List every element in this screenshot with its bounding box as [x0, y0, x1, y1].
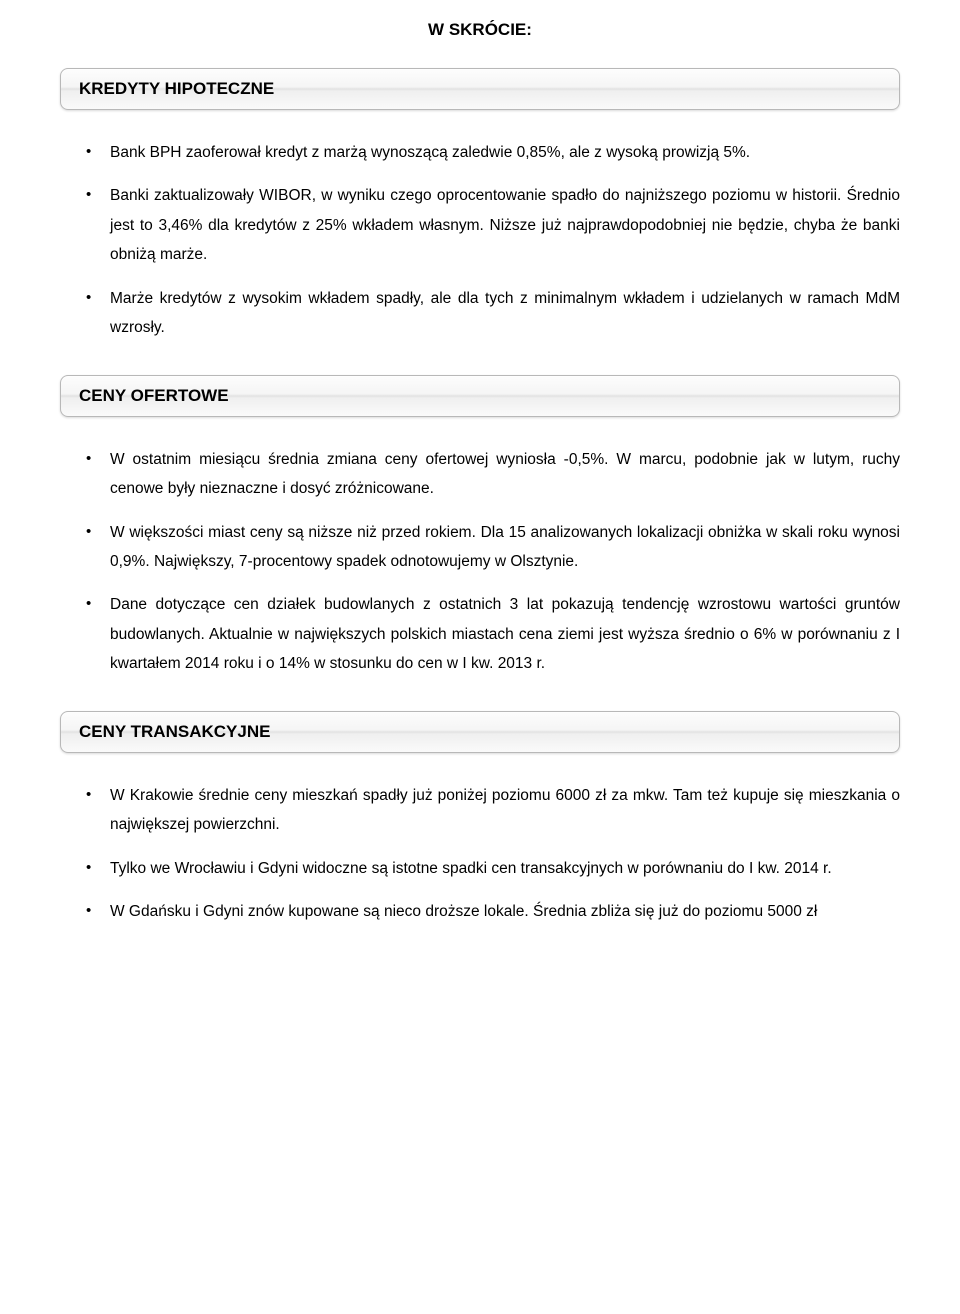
- page-title: W SKRÓCIE:: [60, 20, 900, 40]
- list-item: Bank BPH zaoferował kredyt z marżą wynos…: [110, 138, 900, 167]
- bullet-list-kredyty: Bank BPH zaoferował kredyt z marżą wynos…: [60, 138, 900, 343]
- section-header-ceny-transakcyjne: CENY TRANSAKCYJNE: [60, 711, 900, 753]
- bullet-list-ceny-ofertowe: W ostatnim miesiącu średnia zmiana ceny …: [60, 445, 900, 679]
- section-header-kredyty: KREDYTY HIPOTECZNE: [60, 68, 900, 110]
- list-item: W Gdańsku i Gdyni znów kupowane są nieco…: [110, 897, 900, 926]
- list-item: Tylko we Wrocławiu i Gdyni widoczne są i…: [110, 854, 900, 883]
- list-item: W Krakowie średnie ceny mieszkań spadły …: [110, 781, 900, 840]
- list-item: Banki zaktualizowały WIBOR, w wyniku cze…: [110, 181, 900, 269]
- section-header-ceny-ofertowe: CENY OFERTOWE: [60, 375, 900, 417]
- list-item: W ostatnim miesiącu średnia zmiana ceny …: [110, 445, 900, 504]
- list-item: W większości miast ceny są niższe niż pr…: [110, 518, 900, 577]
- bullet-list-ceny-transakcyjne: W Krakowie średnie ceny mieszkań spadły …: [60, 781, 900, 927]
- list-item: Dane dotyczące cen działek budowlanych z…: [110, 590, 900, 678]
- list-item: Marże kredytów z wysokim wkładem spadły,…: [110, 284, 900, 343]
